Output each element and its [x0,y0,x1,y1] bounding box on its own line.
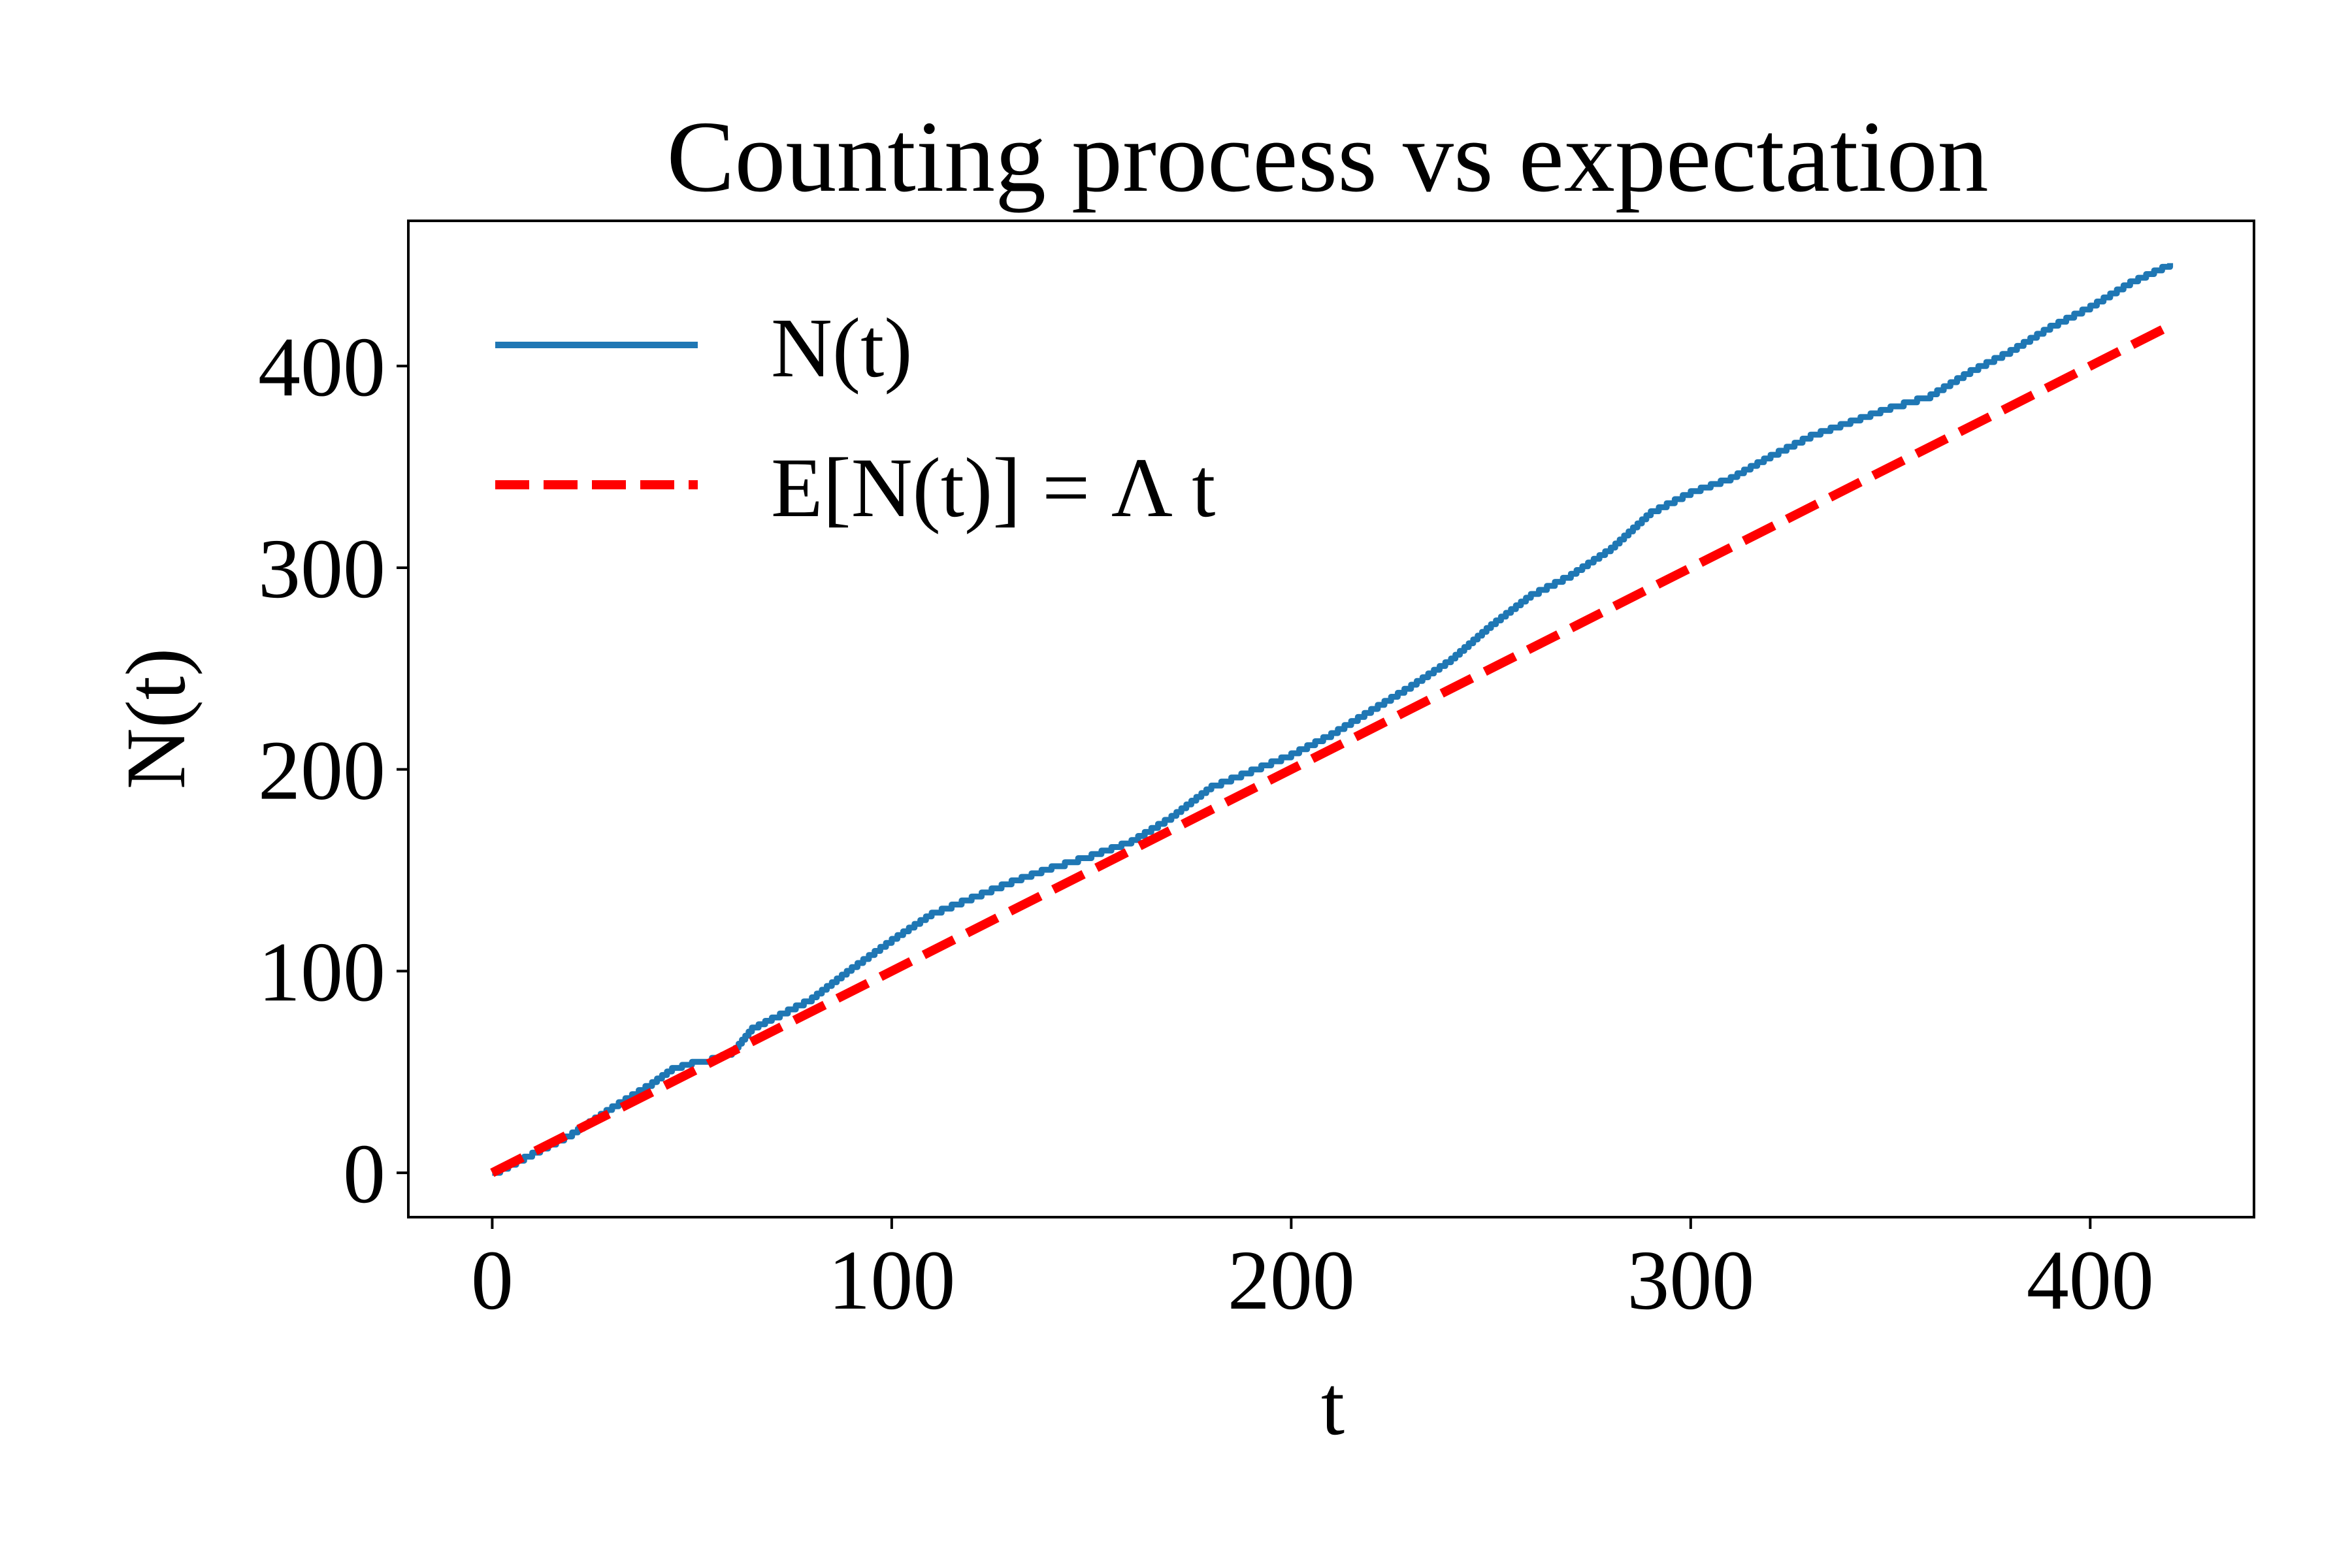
x-tick-label: 400 [2027,1233,2154,1328]
series-expectation-line [490,321,2172,1177]
x-tick-label: 300 [1627,1233,1754,1328]
x-tick-label: 100 [828,1233,955,1328]
y-tick-label: 300 [258,522,385,616]
y-tick-label: 200 [258,724,385,818]
plot-lines [490,263,2174,1177]
legend-label-expectation: E[N(t)] = Λ t [771,441,1215,535]
y-axis-label: N(t) [109,648,203,790]
chart-title: Counting process vs expectation [666,100,1988,213]
x-tick-label: 0 [471,1233,514,1328]
legend-label-n-t: N(t) [771,301,913,395]
y-tick-label: 400 [258,320,385,414]
x-axis-label: t [1321,1359,1345,1453]
plot-frame [407,220,2255,1218]
legend: N(t) E[N(t)] = Λ t [495,301,1215,535]
series-counting-process-line [492,263,2174,1176]
x-axis-ticks: 0 100 200 300 400 [471,1217,2154,1328]
x-tick-label: 200 [1228,1233,1355,1328]
y-axis-ticks: 0 100 200 300 400 [258,320,408,1221]
y-tick-label: 0 [343,1127,385,1221]
y-tick-label: 100 [258,925,385,1019]
